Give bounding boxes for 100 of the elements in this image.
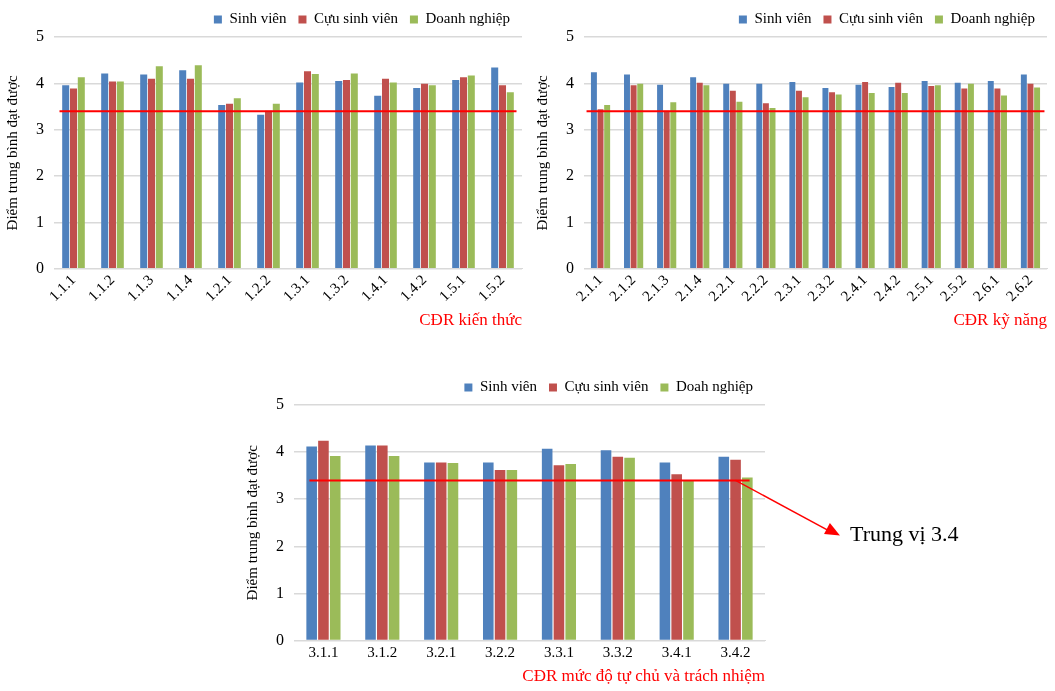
bar xyxy=(789,81,796,268)
y-tick-label: 1 xyxy=(276,583,284,601)
y-tick-label: 3 xyxy=(566,119,574,137)
x-tick-label: 1.2.1 xyxy=(201,271,235,305)
x-tick-label: 1.5.1 xyxy=(435,271,469,305)
bar xyxy=(264,110,273,268)
bar xyxy=(452,80,460,268)
x-tick-label: 3.4.1 xyxy=(661,643,692,660)
x-axis-title: CĐR mức độ tự chủ và trách nhiệm xyxy=(522,666,765,686)
bar xyxy=(350,73,358,268)
bar xyxy=(541,448,553,640)
y-tick-label: 3 xyxy=(36,119,44,137)
legend-label: Sinh viên xyxy=(229,10,287,27)
bar xyxy=(116,81,124,268)
y-tick-label: 2 xyxy=(566,166,574,184)
bar xyxy=(1001,95,1007,268)
bar xyxy=(179,70,187,268)
y-tick-label: 1 xyxy=(36,212,44,230)
bar xyxy=(683,479,694,640)
bar xyxy=(101,73,109,268)
bar xyxy=(565,463,577,640)
bar xyxy=(388,455,400,640)
bar xyxy=(730,459,741,640)
x-tick-label: 1.1.1 xyxy=(45,271,79,305)
bar xyxy=(756,83,763,268)
bar xyxy=(77,77,85,268)
bar xyxy=(624,74,630,268)
y-tick-label: 5 xyxy=(36,27,44,45)
bar xyxy=(420,83,429,268)
bar xyxy=(1020,74,1027,268)
x-tick-label: 1.4.1 xyxy=(357,271,391,305)
bar xyxy=(108,81,117,268)
bar xyxy=(342,80,351,268)
bar xyxy=(365,445,376,640)
bar xyxy=(928,86,935,268)
bar xyxy=(428,85,436,268)
y-tick-label: 5 xyxy=(276,395,284,413)
y-tick-label: 2 xyxy=(36,166,44,184)
bar xyxy=(795,90,802,268)
bar xyxy=(374,95,382,268)
bar xyxy=(921,81,928,268)
bar xyxy=(600,450,612,640)
bar xyxy=(147,78,156,268)
bar xyxy=(718,456,730,640)
bar xyxy=(435,462,447,640)
bar xyxy=(802,97,809,268)
bar xyxy=(296,82,304,268)
x-tick-label: 3.2.2 xyxy=(485,643,516,660)
y-tick-label: 3 xyxy=(276,489,284,507)
bar xyxy=(553,465,565,640)
x-tick-label: 1.3.1 xyxy=(279,271,313,305)
y-tick-label: 4 xyxy=(566,73,574,91)
bar xyxy=(829,92,836,268)
y-tick-label: 0 xyxy=(36,258,44,276)
bar xyxy=(624,457,635,640)
x-tick-label: 3.3.1 xyxy=(543,643,574,660)
bar xyxy=(389,82,397,268)
bar xyxy=(494,470,506,640)
bar xyxy=(868,93,875,268)
bar xyxy=(696,82,703,268)
x-tick-label: 2.2.1 xyxy=(705,271,738,305)
x-tick-label: 3.1.1 xyxy=(308,643,339,660)
bar xyxy=(729,90,736,268)
bar xyxy=(987,81,994,268)
bar xyxy=(194,65,202,268)
bar xyxy=(318,440,329,640)
y-axis-title: Điểm trung bình đạt được xyxy=(533,74,550,231)
y-axis-title: Điểm trung bình đạt được xyxy=(3,74,20,231)
bar xyxy=(498,85,507,268)
bar xyxy=(961,88,968,268)
legend-label: Doanh nghiệp xyxy=(950,10,1036,27)
y-axis-title: Điểm trung bình đạt được xyxy=(243,444,260,601)
bar xyxy=(155,66,163,268)
bar xyxy=(186,78,195,268)
bar xyxy=(69,88,78,268)
x-tick-label: 3.4.2 xyxy=(720,643,751,660)
bar xyxy=(140,74,148,268)
x-tick-label: 3.1.2 xyxy=(367,643,398,660)
x-axis-title: CĐR kỹ năng xyxy=(953,310,1048,330)
legend-label: Cựu sinh viên xyxy=(564,378,649,395)
y-tick-label: 4 xyxy=(36,73,44,91)
bar xyxy=(506,470,518,640)
bar xyxy=(835,94,842,268)
bar xyxy=(703,85,710,268)
bar xyxy=(901,93,908,268)
bar xyxy=(482,462,494,640)
bar xyxy=(225,103,234,268)
y-tick-label: 5 xyxy=(566,27,574,45)
bar xyxy=(967,83,974,268)
bar xyxy=(742,477,753,640)
bar xyxy=(257,114,265,268)
y-tick-label: 0 xyxy=(276,630,284,648)
legend-label: Sinh viên xyxy=(754,10,812,27)
bar xyxy=(895,82,902,268)
bar xyxy=(377,445,388,640)
bar xyxy=(612,456,624,640)
bar xyxy=(671,474,682,640)
bar xyxy=(335,81,343,268)
bar xyxy=(597,109,604,268)
bar xyxy=(736,101,743,268)
